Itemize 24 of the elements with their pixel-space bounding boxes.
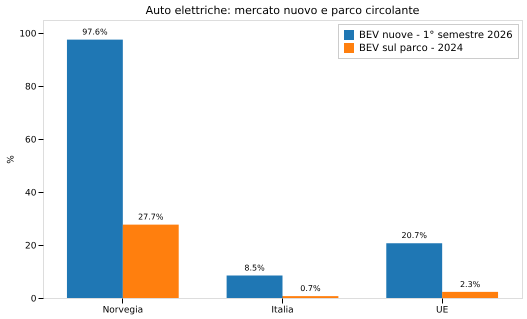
y-tick-label: 20 xyxy=(25,242,37,252)
data-label: 20.7% xyxy=(402,231,428,240)
y-tick-label: 100 xyxy=(19,30,37,40)
data-label: 2.3% xyxy=(460,280,481,289)
data-label: 27.7% xyxy=(138,212,164,222)
bar xyxy=(66,40,123,298)
data-label: 8.5% xyxy=(244,263,266,272)
y-tick-label: 80 xyxy=(25,82,37,93)
x-tick-label: Norvegia xyxy=(102,306,144,316)
legend-label: BEV sul parco - 2024 xyxy=(359,43,464,54)
bar xyxy=(442,292,498,298)
bar xyxy=(122,224,179,298)
bar xyxy=(386,243,442,298)
y-tick-label: 40 xyxy=(25,188,37,199)
data-label: 97.6% xyxy=(82,28,108,37)
data-label: 0.7% xyxy=(300,284,321,294)
chart-title: Auto elettriche: mercato nuovo e parco circolante xyxy=(146,4,420,17)
x-tick-label: UE xyxy=(436,306,449,316)
y-axis-title: % xyxy=(6,154,16,164)
x-tick-label: Italia xyxy=(271,306,294,316)
bar xyxy=(226,275,282,298)
y-tick-label: 60 xyxy=(25,136,37,146)
y-tick-label: 0 xyxy=(30,294,37,304)
legend-label: BEV nuove - 1° semestre 2026 xyxy=(359,30,513,41)
